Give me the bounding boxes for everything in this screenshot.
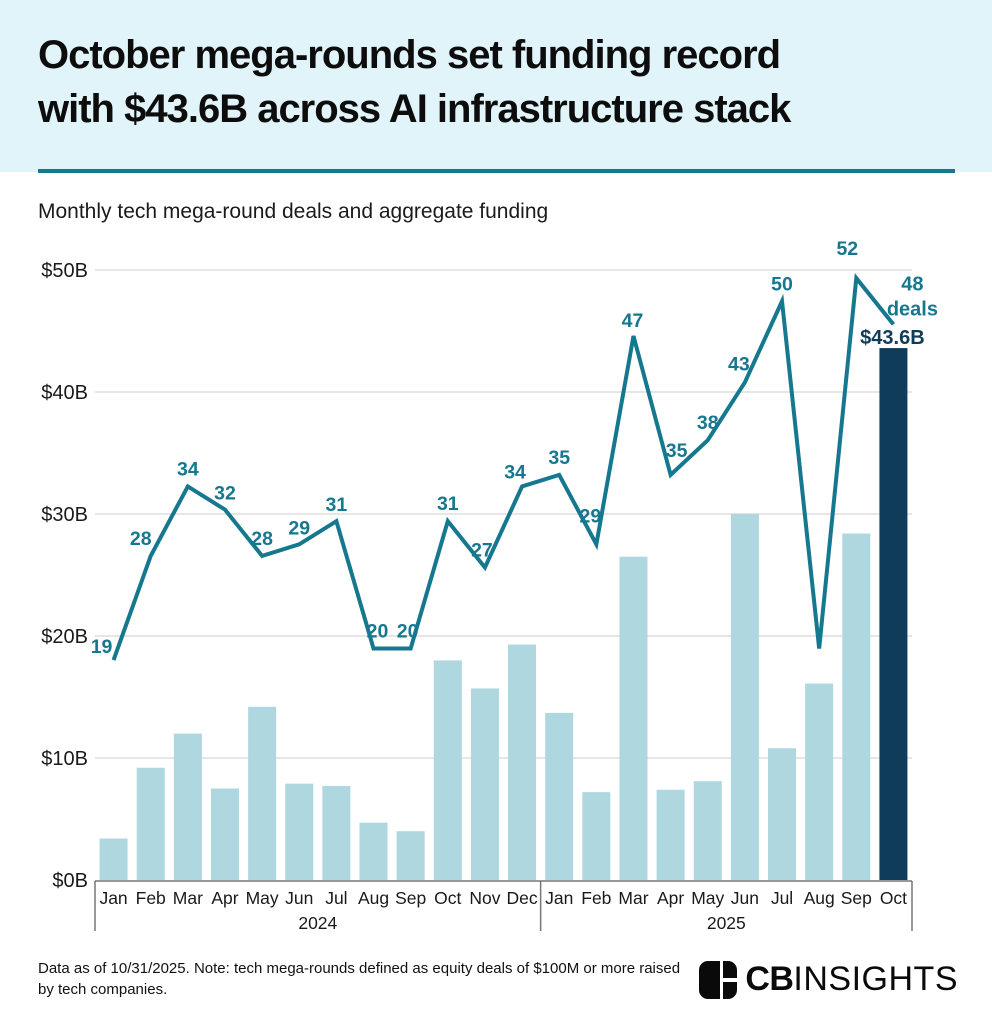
funding-bar: [879, 348, 908, 881]
deal-count-label: 20: [367, 621, 389, 643]
y-axis-tick-label: $50B: [41, 260, 88, 282]
month-label: Nov: [469, 888, 500, 908]
wordmark-insights: INSIGHTS: [793, 960, 958, 998]
year-label: 2025: [707, 913, 746, 933]
header-banner: October mega-rounds set funding record w…: [0, 0, 992, 173]
funding-bar: [545, 712, 574, 880]
chart-area: $0B $10B $20B $30B $40B $50B Jan Feb Mar Apr May Ju…: [0, 230, 992, 945]
funding-bar: [582, 792, 611, 880]
month-label: Apr: [211, 888, 238, 908]
combo-chart: $0B $10B $20B $30B $40B $50B Jan Feb Mar Apr May Ju…: [41, 238, 938, 933]
y-axis-tick-label: $30B: [41, 504, 88, 526]
funding-bar: [433, 660, 462, 880]
month-label: Jun: [285, 888, 313, 908]
deal-count-label: 31: [326, 494, 348, 516]
cbinsights-wordmark: CBINSIGHTS: [745, 960, 958, 999]
month-label: Jun: [731, 888, 759, 908]
cbinsights-logo-icon: [699, 960, 738, 999]
deal-count-label: 29: [579, 505, 601, 527]
deal-count-label: 52: [836, 238, 858, 260]
deal-count-label: 34: [177, 458, 199, 480]
chart-subtitle: Monthly tech mega-round deals and aggreg…: [38, 200, 549, 223]
deal-count-label: 28: [130, 528, 152, 550]
funding-bar: [210, 788, 239, 880]
title-line-1: October mega-rounds set funding record: [38, 33, 781, 77]
month-label: Sep: [841, 888, 872, 908]
month-label: Dec: [507, 888, 538, 908]
funding-bar: [396, 831, 425, 880]
logo-block-left: [699, 960, 721, 999]
y-axis-tick-label: $0B: [52, 870, 88, 892]
funding-bar: [693, 781, 722, 880]
deal-count-label: 38: [697, 412, 719, 434]
header-accent-rule: [38, 169, 955, 173]
deal-count-label: 47: [622, 310, 644, 332]
month-label: Sep: [395, 888, 426, 908]
month-label: Mar: [173, 888, 203, 908]
year-label: 2024: [298, 913, 337, 933]
y-axis-tick-label: $40B: [41, 382, 88, 404]
month-label: Oct: [880, 888, 907, 908]
month-label: Apr: [657, 888, 684, 908]
cbinsights-logo: CBINSIGHTS: [699, 960, 958, 999]
funding-bar: [656, 789, 685, 880]
deal-count-label: 31: [437, 493, 459, 515]
funding-bar: [470, 688, 499, 880]
month-label: Feb: [136, 888, 166, 908]
wordmark-cb: CB: [745, 960, 794, 998]
deal-count-label: 20: [397, 621, 419, 643]
funding-bar: [768, 748, 797, 880]
month-label: Aug: [804, 888, 835, 908]
bar-value-label: $43.6B: [860, 327, 925, 349]
month-label: Jan: [99, 888, 127, 908]
y-axis-tick-label: $20B: [41, 626, 88, 648]
deal-count-label: 35: [548, 447, 570, 469]
funding-bar: [842, 533, 871, 880]
funding-bar: [508, 644, 537, 880]
month-label: Jan: [545, 888, 573, 908]
funding-bar: [322, 786, 351, 880]
funding-bar: [805, 683, 834, 880]
page-title: October mega-rounds set funding record w…: [38, 28, 958, 136]
deals-suffix-label: deals: [887, 298, 938, 320]
month-label: Aug: [358, 888, 389, 908]
deal-count-label: 34: [504, 461, 526, 483]
y-axis-tick-label: $10B: [41, 748, 88, 770]
deal-count-label: 35: [666, 440, 688, 462]
month-label: Oct: [434, 888, 461, 908]
deals-line: [111, 273, 895, 661]
funding-bar: [285, 783, 314, 880]
month-label: Feb: [581, 888, 611, 908]
funding-bar: [730, 514, 759, 880]
funding-bar: [99, 838, 128, 880]
deal-count-label: 29: [288, 517, 310, 539]
funding-bar: [359, 822, 388, 880]
month-label: May: [246, 888, 279, 908]
logo-block-top-right: [723, 960, 738, 978]
deal-count-label: 27: [471, 539, 493, 561]
month-label: Jul: [771, 888, 793, 908]
deal-count-label: 50: [771, 273, 793, 295]
funding-bar: [248, 706, 277, 880]
deal-count-label: 28: [251, 528, 273, 550]
funding-bar: [136, 767, 165, 880]
deal-count-label: 43: [728, 353, 750, 375]
footer: Data as of 10/31/2025. Note: tech mega-r…: [38, 958, 958, 1000]
deal-count-label: 48: [901, 273, 923, 295]
funding-bar: [173, 733, 202, 880]
logo-block-bottom-right: [723, 981, 738, 999]
source-note: Data as of 10/31/2025. Note: tech mega-r…: [38, 960, 681, 998]
month-label: Jul: [325, 888, 347, 908]
deal-count-label: 32: [214, 483, 236, 505]
title-line-2: with $43.6B across AI infrastructure sta…: [38, 87, 791, 131]
month-label: May: [691, 888, 724, 908]
funding-bar: [619, 556, 648, 880]
deal-count-label: 19: [91, 636, 113, 658]
month-label: Mar: [618, 888, 648, 908]
